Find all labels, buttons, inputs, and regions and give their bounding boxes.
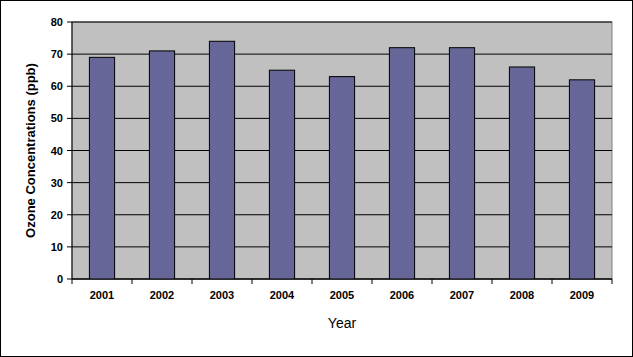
chart-container: 0 10 20 30 40 50 60 70 80 2001 2002 2003 2004 2005 200… [0,0,633,357]
bar [449,48,474,279]
y-axis-title: Ozone Concentrations (ppb) [23,63,38,238]
y-tick [67,22,72,23]
y-tick-label: 40 [51,145,63,157]
x-tick [252,279,253,284]
x-tick [492,279,493,284]
y-tick-label: 60 [51,80,63,92]
x-tick [612,279,613,284]
y-tick-label: 0 [57,273,63,285]
chart-border [1,1,633,357]
x-tick [132,279,133,284]
x-tick [432,279,433,284]
x-tick-label: 2004 [270,289,295,301]
bar [269,70,294,279]
bar [389,48,414,279]
y-tick [67,182,72,183]
x-tick [552,279,553,284]
y-tick [67,118,72,119]
x-tick-label: 2003 [210,289,234,301]
x-tick-label: 2005 [330,289,354,301]
grid-line [72,22,612,23]
x-tick-label: 2002 [150,289,174,301]
plot-area [72,22,612,279]
y-tick-label: 70 [51,48,63,60]
y-tick-label: 10 [51,241,63,253]
x-tick [192,279,193,284]
chart-svg: 0 10 20 30 40 50 60 70 80 2001 2002 2003 2004 2005 200… [0,0,633,357]
bar [149,51,174,279]
x-tick [372,279,373,284]
bar [209,41,234,279]
y-axis [72,22,73,279]
y-tick-label: 80 [51,16,63,28]
x-tick-label: 2001 [90,289,114,301]
y-tick-label: 30 [51,177,63,189]
x-axis-title: Year [328,315,357,331]
y-tick-label: 20 [51,209,63,221]
y-tick [67,279,72,280]
x-tick-label: 2009 [570,289,594,301]
x-tick [312,279,313,284]
x-tick [72,279,73,284]
bar [89,57,114,279]
x-tick-label: 2007 [450,289,474,301]
y-tick [67,246,72,247]
y-tick [67,86,72,87]
bars [89,41,594,279]
y-tick [67,214,72,215]
bar [569,80,594,279]
x-tick-label: 2006 [390,289,414,301]
y-tick [67,150,72,151]
bar [329,77,354,279]
bar [509,67,534,279]
x-tick-label: 2008 [510,289,534,301]
y-tick [67,54,72,55]
y-tick-label: 50 [51,112,63,124]
